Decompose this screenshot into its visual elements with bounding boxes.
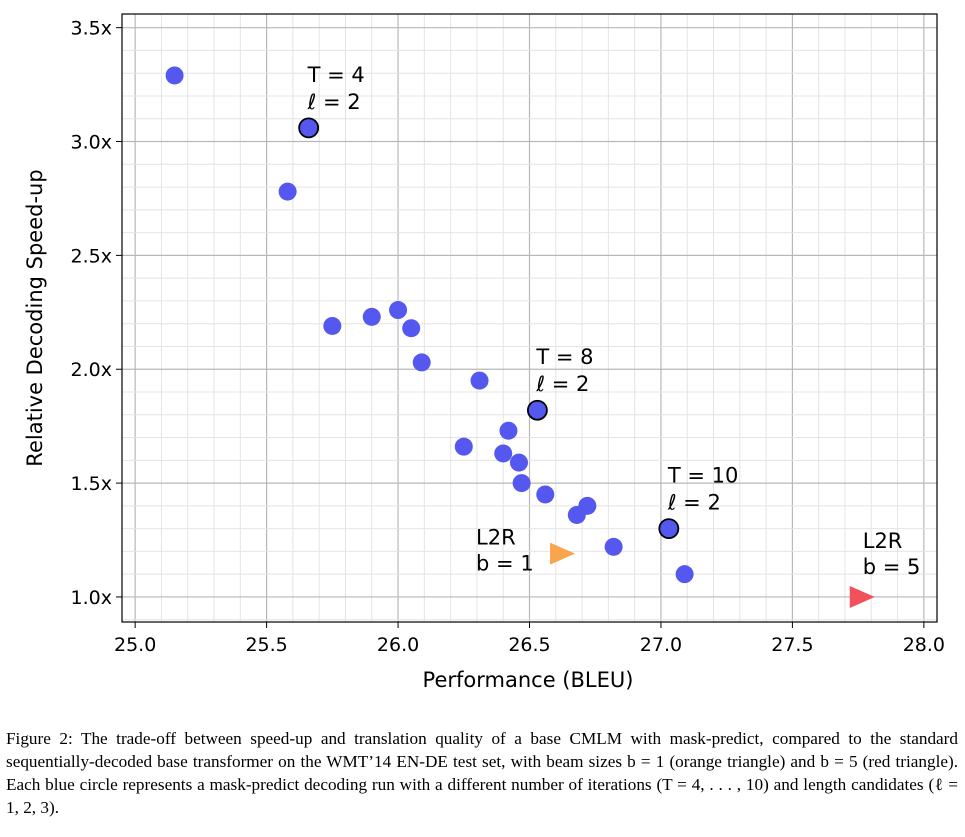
- data-point: [675, 565, 694, 584]
- data-points: [165, 66, 875, 608]
- y-tick-label: 3.5x: [71, 18, 112, 40]
- y-tick-label: 1.5x: [71, 473, 112, 495]
- data-point: [454, 437, 473, 456]
- point-annotation-length: ℓ = 2: [535, 372, 589, 396]
- baseline-annotation-name: L2R: [476, 526, 516, 550]
- data-point: [389, 301, 408, 320]
- point-annotation-length: ℓ = 2: [667, 491, 721, 515]
- y-tick-label: 1.0x: [71, 587, 112, 609]
- data-point: [604, 537, 623, 556]
- l2r-b5-triangle: [849, 585, 875, 608]
- point-annotation-length: ℓ = 2: [307, 90, 361, 114]
- l2r-b1-triangle: [550, 542, 576, 565]
- grid: [122, 14, 937, 622]
- x-tick-label: 26.5: [508, 634, 550, 656]
- y-tick-label: 2.0x: [71, 359, 112, 381]
- point-annotation-iterations: T = 8: [535, 345, 593, 369]
- highlighted-point: [298, 117, 320, 139]
- data-point: [470, 371, 489, 390]
- data-point: [499, 421, 518, 440]
- data-point: [412, 353, 431, 372]
- highlighted-point: [526, 399, 548, 421]
- baseline-annotation-name: L2R: [863, 529, 903, 553]
- axis-ticks: 25.0 25.5 26.0 26.5 27.0 27.5 28.0 1.0x 1.5x 2.0x…: [71, 18, 945, 656]
- data-point: [509, 453, 528, 472]
- y-axis-label: Relative Decoding Speed-up: [23, 169, 47, 466]
- x-tick-label: 26.0: [377, 634, 419, 656]
- y-tick-label: 2.5x: [71, 245, 112, 267]
- x-tick-label: 27.0: [640, 634, 682, 656]
- scatter-chart: 25.0 25.5 26.0 26.5 27.0 27.5 28.0 1.0x 1.5x 2.0x…: [23, 13, 945, 692]
- data-point: [362, 307, 381, 326]
- data-point: [512, 474, 531, 493]
- data-point: [278, 182, 297, 201]
- point-annotation-iterations: T = 10: [667, 464, 739, 488]
- x-tick-label: 25.0: [114, 634, 156, 656]
- baseline-annotation-beam: b = 5: [863, 555, 921, 579]
- data-point: [402, 319, 421, 338]
- baseline-annotation-beam: b = 1: [476, 552, 534, 576]
- y-tick-label: 3.0x: [71, 132, 112, 154]
- highlighted-point: [658, 518, 680, 540]
- data-point: [494, 444, 513, 463]
- data-point: [165, 66, 184, 85]
- data-point: [323, 316, 342, 335]
- figure-caption: Figure 2: The trade-off between speed-up…: [6, 729, 958, 817]
- x-tick-label: 27.5: [771, 634, 813, 656]
- x-tick-label: 25.5: [245, 634, 287, 656]
- point-annotation-iterations: T = 4: [307, 63, 365, 87]
- data-point: [536, 485, 555, 504]
- x-axis-label: Performance (BLEU): [423, 668, 634, 692]
- x-tick-label: 28.0: [903, 634, 945, 656]
- data-point: [578, 496, 597, 515]
